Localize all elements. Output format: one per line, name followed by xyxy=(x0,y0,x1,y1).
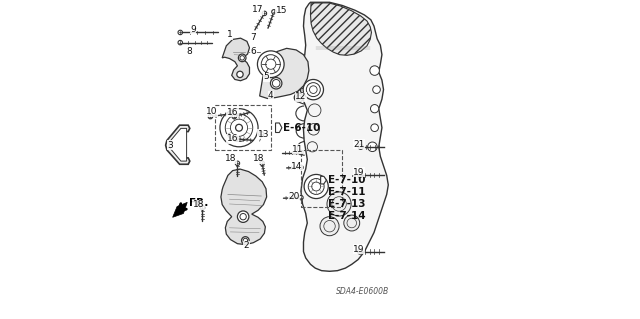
Polygon shape xyxy=(173,202,188,217)
Text: SDA4-E0600B: SDA4-E0600B xyxy=(336,287,390,296)
Text: 2: 2 xyxy=(243,241,249,250)
Circle shape xyxy=(241,237,249,244)
Circle shape xyxy=(294,93,303,102)
Circle shape xyxy=(371,105,379,113)
Text: E-7-10: E-7-10 xyxy=(328,175,365,185)
Text: 6: 6 xyxy=(250,47,256,56)
Text: 8: 8 xyxy=(186,47,192,56)
Text: E-7-13: E-7-13 xyxy=(328,199,365,209)
Circle shape xyxy=(235,161,239,166)
Circle shape xyxy=(320,217,339,236)
Circle shape xyxy=(358,144,363,149)
Circle shape xyxy=(358,172,362,177)
Circle shape xyxy=(358,249,362,254)
Text: 16: 16 xyxy=(227,134,239,143)
Text: E-6-10: E-6-10 xyxy=(284,123,321,133)
Circle shape xyxy=(371,124,378,131)
Text: 21: 21 xyxy=(353,140,364,149)
Circle shape xyxy=(299,196,303,200)
Text: 9: 9 xyxy=(190,25,196,34)
Text: 3: 3 xyxy=(167,141,173,150)
Polygon shape xyxy=(276,123,282,132)
Circle shape xyxy=(232,115,236,119)
Circle shape xyxy=(370,66,380,75)
Text: 18: 18 xyxy=(193,200,204,209)
Polygon shape xyxy=(222,38,250,81)
Circle shape xyxy=(367,142,377,152)
Text: 19: 19 xyxy=(353,168,365,177)
Text: 20: 20 xyxy=(288,192,300,202)
Polygon shape xyxy=(166,125,190,164)
Circle shape xyxy=(271,78,282,89)
Circle shape xyxy=(299,165,303,170)
Text: 17: 17 xyxy=(252,5,264,14)
Circle shape xyxy=(236,124,243,131)
Polygon shape xyxy=(260,48,309,99)
Text: 13: 13 xyxy=(258,130,269,138)
Text: 5: 5 xyxy=(264,72,269,81)
Text: 1: 1 xyxy=(227,31,232,40)
Polygon shape xyxy=(310,3,371,55)
Circle shape xyxy=(262,11,267,16)
Text: 18: 18 xyxy=(253,154,265,163)
Text: 18: 18 xyxy=(225,154,237,163)
Circle shape xyxy=(304,174,328,198)
Circle shape xyxy=(327,192,351,216)
Circle shape xyxy=(260,161,264,166)
Circle shape xyxy=(220,109,258,147)
Text: 14: 14 xyxy=(291,162,303,171)
Text: 11: 11 xyxy=(292,145,303,154)
Circle shape xyxy=(344,215,360,231)
Circle shape xyxy=(272,10,276,14)
Text: 10: 10 xyxy=(205,108,217,116)
Circle shape xyxy=(257,51,284,78)
Text: 7: 7 xyxy=(250,33,256,42)
Circle shape xyxy=(237,211,249,222)
Text: FR.: FR. xyxy=(189,198,208,208)
Circle shape xyxy=(208,115,212,119)
Text: 15: 15 xyxy=(275,6,287,15)
Text: 16: 16 xyxy=(227,108,239,117)
Text: E-7-11: E-7-11 xyxy=(328,187,365,197)
Polygon shape xyxy=(221,169,267,245)
Text: 4: 4 xyxy=(268,92,273,100)
Polygon shape xyxy=(321,176,326,184)
Text: E-7-14: E-7-14 xyxy=(328,211,365,221)
Circle shape xyxy=(234,137,238,141)
Circle shape xyxy=(259,131,264,137)
Circle shape xyxy=(178,30,182,35)
Polygon shape xyxy=(300,2,388,271)
Circle shape xyxy=(372,86,380,93)
Text: 12: 12 xyxy=(295,92,307,101)
Circle shape xyxy=(200,205,205,210)
Polygon shape xyxy=(169,128,187,161)
Circle shape xyxy=(303,79,323,100)
Circle shape xyxy=(237,71,243,78)
Text: 19: 19 xyxy=(353,245,365,254)
Circle shape xyxy=(178,41,182,45)
Circle shape xyxy=(299,150,303,155)
Circle shape xyxy=(238,54,246,62)
